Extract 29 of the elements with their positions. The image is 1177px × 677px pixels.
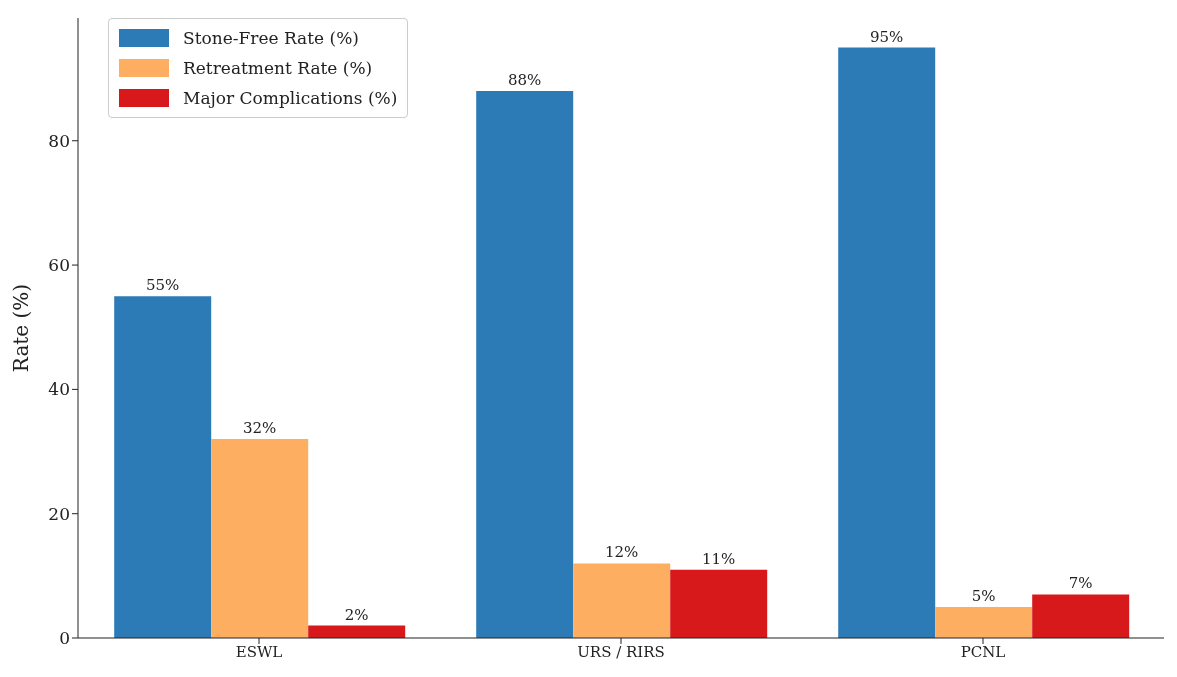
bar — [476, 91, 574, 638]
x-tick-label: PCNL — [960, 642, 1006, 661]
data-label: 32% — [243, 419, 277, 438]
bar — [670, 569, 768, 638]
data-label: 5% — [971, 586, 996, 605]
bar — [1032, 594, 1130, 638]
y-axis-title: Rate (%) — [9, 283, 34, 373]
y-tick-label: 20 — [48, 503, 70, 524]
bar — [573, 563, 671, 638]
legend-label: Stone-Free Rate (%) — [183, 27, 359, 50]
bar — [114, 296, 212, 638]
y-tick-label: 80 — [48, 130, 70, 151]
data-label: 12% — [605, 543, 639, 562]
y-tick-label: 60 — [48, 255, 70, 276]
legend-label: Major Complications (%) — [183, 87, 398, 110]
data-label: 88% — [508, 71, 542, 90]
data-label: 55% — [146, 276, 180, 295]
y-tick-label: 40 — [48, 379, 70, 400]
data-label: 2% — [344, 605, 369, 624]
x-tick-label: URS / RIRS — [577, 642, 665, 661]
bar — [211, 439, 309, 638]
data-label: 7% — [1068, 574, 1093, 593]
x-tick-label: ESWL — [235, 642, 283, 661]
data-label: 95% — [870, 27, 904, 46]
bar — [935, 606, 1033, 638]
bar — [838, 47, 936, 638]
legend-label: Retreatment Rate (%) — [183, 57, 373, 80]
y-tick-label: 0 — [59, 628, 70, 649]
data-label: 11% — [702, 549, 736, 568]
